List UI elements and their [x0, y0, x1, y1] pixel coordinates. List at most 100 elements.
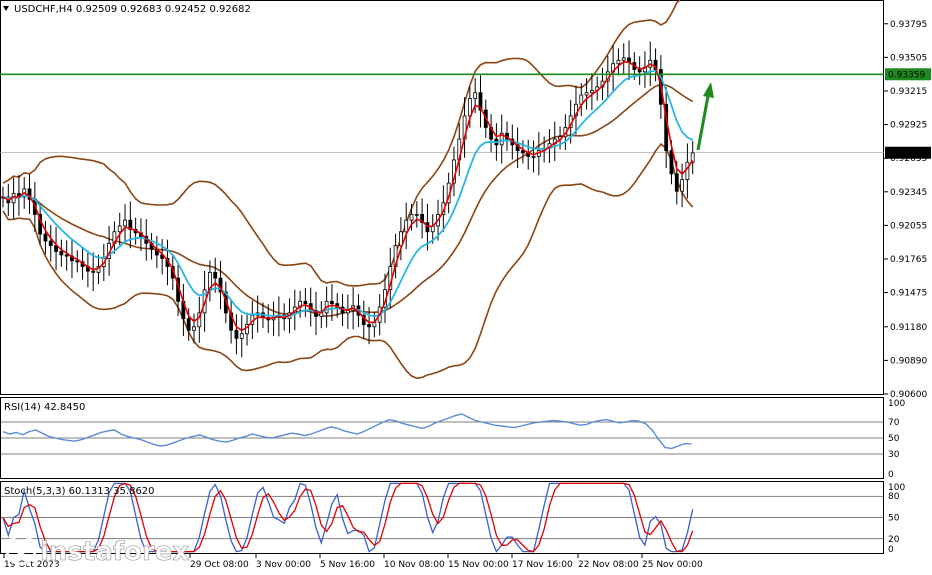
- time-axis-label: 19 Oct 2023: [4, 560, 60, 570]
- symbol-header: USDCHF,H4 0.92509 0.92683 0.92452 0.9268…: [14, 4, 251, 15]
- candle-body: [478, 92, 483, 111]
- price-axis-label: 0.91475: [890, 289, 927, 299]
- current-price-badge: [885, 146, 931, 159]
- candle-body: [128, 219, 133, 230]
- forecast-arrow-head: [703, 82, 714, 98]
- price-axis-label: 0.91765: [890, 255, 927, 265]
- rsi-axis: 100 70 50 30 0: [888, 399, 905, 480]
- bollinger-upper-band: [2, 0, 681, 287]
- bollinger-lower-band: [2, 142, 694, 380]
- time-axis-label: 29 Oct 08:00: [190, 560, 249, 570]
- candle-body: [414, 213, 419, 216]
- candle-body: [616, 59, 621, 65]
- time-axis-label: 3 Nov 00:00: [256, 560, 311, 570]
- stoch-signal-line: [2, 482, 694, 553]
- candle-body: [399, 231, 403, 247]
- candle-body: [234, 329, 239, 339]
- instaforex-watermark: instaforex Instant Forex Trading: [5, 534, 190, 574]
- candle-body: [409, 213, 414, 221]
- candle-body: [330, 300, 334, 305]
- candle-body: [637, 69, 642, 73]
- rsi-series-line: [2, 413, 692, 450]
- candle-body: [584, 92, 589, 96]
- level-price-label: 0.93359: [888, 70, 925, 80]
- main-panel: USDCHF,H4 0.92509 0.92683 0.92452 0.9268…: [0, 0, 884, 395]
- candle-body: [473, 92, 478, 99]
- candle-body: [669, 150, 674, 175]
- candle-body: [531, 156, 536, 158]
- watermark-tagline: Instant Forex Trading: [48, 563, 153, 574]
- price-axis-label: 0.93215: [890, 87, 927, 97]
- candle-body: [192, 326, 196, 331]
- price-axis-label: 0.93505: [890, 53, 927, 63]
- candle-body: [43, 233, 48, 242]
- candle-body: [680, 179, 684, 192]
- candle-body: [621, 57, 626, 61]
- candle-body: [303, 300, 308, 305]
- stoch-axis-label: 0: [888, 545, 894, 555]
- candle-body: [499, 132, 504, 146]
- candle-body: [123, 219, 127, 227]
- stoch-axis-label: 100: [888, 483, 905, 493]
- forecast-arrow-shaft: [696, 95, 710, 151]
- time-axis-label: 15 Nov 00:00: [448, 560, 509, 570]
- ema-fast-line: [2, 61, 694, 332]
- rsi-line: [2, 413, 692, 450]
- candle-body: [467, 98, 472, 117]
- main-panel-border: [0, 0, 884, 395]
- candle-body: [521, 150, 525, 154]
- forecast-arrow: [696, 82, 714, 151]
- rsi-levels: [0, 421, 884, 455]
- candle-body: [96, 266, 101, 273]
- stochastic-lines: [2, 482, 694, 553]
- candle-body: [229, 312, 234, 331]
- candle-body: [420, 213, 425, 223]
- candle-body: [690, 152, 695, 163]
- time-axis: 19 Oct 2023 29 Oct 08:00 3 Nov 00:00 5 Nov …: [3, 554, 703, 570]
- price-axis-label: 0.92345: [890, 188, 927, 198]
- candle-body: [239, 333, 244, 339]
- time-axis-label: 10 Nov 08:00: [384, 560, 445, 570]
- candle-body: [404, 219, 409, 233]
- time-axis-label: 17 Nov 16:00: [512, 560, 573, 570]
- rsi-axis-label: 30: [888, 450, 900, 460]
- rsi-axis-label: 100: [888, 399, 905, 409]
- watermark-brand: instaforex: [40, 537, 190, 567]
- candle-body: [589, 89, 594, 94]
- candle-body: [91, 270, 96, 273]
- rsi-header: RSI(14) 42.8450: [4, 402, 85, 413]
- level-price-badge: [885, 68, 931, 81]
- price-axis-label: 0.92925: [890, 121, 927, 131]
- moving-averages: [2, 61, 694, 332]
- header-triangle-icon: [3, 6, 9, 11]
- price-axis-label: 0.93795: [890, 20, 927, 30]
- candle-body: [218, 277, 223, 293]
- rsi-axis-label: 70: [888, 418, 900, 428]
- price-axis-label: 0.92635: [890, 154, 927, 164]
- time-axis-label: 5 Nov 16:00: [320, 560, 375, 570]
- price-axis-label: 0.91180: [890, 323, 927, 333]
- candle-body: [685, 161, 690, 181]
- candle-body: [213, 271, 218, 279]
- candle-body: [319, 312, 324, 317]
- current-price-label: 0.92682: [888, 149, 925, 159]
- price-axis-label: 0.90600: [890, 390, 927, 400]
- candle-body: [367, 324, 371, 328]
- candle-body: [117, 225, 122, 233]
- price-axis: 0.93795 0.93505 0.93215 0.92925 0.92635 0.923…: [884, 20, 931, 400]
- candle-body: [674, 173, 679, 192]
- candle-body: [345, 310, 350, 314]
- candle-body: [197, 312, 202, 328]
- candle-body: [48, 240, 53, 247]
- time-axis-label: 25 Nov 00:00: [642, 560, 703, 570]
- stoch-axis-label: 80: [888, 492, 900, 502]
- instaforex-logo-icon: [5, 534, 37, 566]
- candle-body: [27, 188, 32, 200]
- candle-body: [59, 251, 64, 256]
- rsi-axis-label: 0: [888, 470, 894, 480]
- candle-body: [186, 318, 191, 331]
- price-axis-label: 0.92055: [890, 221, 927, 231]
